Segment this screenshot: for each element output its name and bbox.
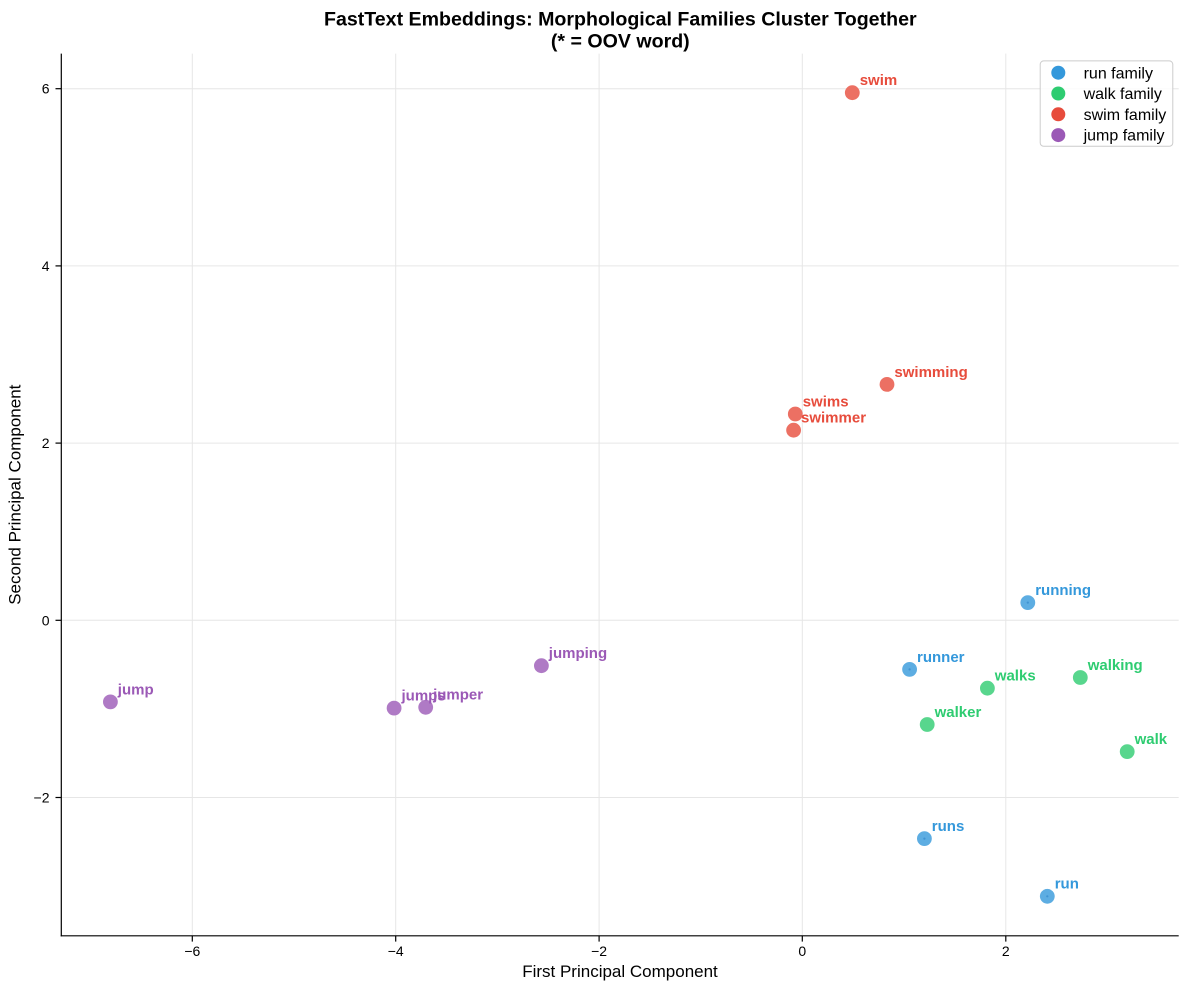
svg-text:jump: jump <box>117 681 154 698</box>
svg-text:swimming: swimming <box>894 364 967 381</box>
svg-text:walks: walks <box>994 668 1036 685</box>
svg-text:2: 2 <box>42 435 50 451</box>
svg-text:running: running <box>1035 582 1091 599</box>
svg-text:walk family: walk family <box>1083 86 1162 103</box>
svg-text:walker: walker <box>934 704 982 721</box>
svg-text:0: 0 <box>42 612 50 628</box>
svg-text:swim family: swim family <box>1084 107 1167 124</box>
svg-text:−6: −6 <box>184 943 200 959</box>
svg-text:4: 4 <box>42 258 50 274</box>
svg-text:FastText Embeddings: Morpholog: FastText Embeddings: Morphological Famil… <box>324 9 917 31</box>
svg-text:jumps: jumps <box>401 688 446 705</box>
svg-text:runs: runs <box>932 818 965 835</box>
svg-text:walking: walking <box>1087 657 1143 674</box>
svg-text:runner: runner <box>917 649 965 666</box>
svg-text:First Principal Component: First Principal Component <box>522 962 718 981</box>
svg-text:−4: −4 <box>388 943 404 959</box>
svg-text:swimmer: swimmer <box>801 410 866 427</box>
svg-text:2: 2 <box>1002 943 1010 959</box>
svg-text:Second Principal Component: Second Principal Component <box>6 384 25 604</box>
svg-text:jump family: jump family <box>1083 128 1165 145</box>
svg-text:run family: run family <box>1084 65 1153 82</box>
svg-text:−2: −2 <box>591 943 607 959</box>
svg-text:(* = OOV word): (* = OOV word) <box>551 31 690 53</box>
svg-text:jumping: jumping <box>548 645 607 662</box>
svg-text:−2: −2 <box>34 790 50 806</box>
svg-text:6: 6 <box>42 81 50 97</box>
svg-text:swims: swims <box>803 393 849 410</box>
svg-text:walk: walk <box>1134 731 1168 748</box>
svg-text:jumper: jumper <box>432 687 483 704</box>
svg-text:run: run <box>1055 876 1079 893</box>
svg-text:0: 0 <box>798 943 806 959</box>
svg-text:swim: swim <box>860 72 898 89</box>
